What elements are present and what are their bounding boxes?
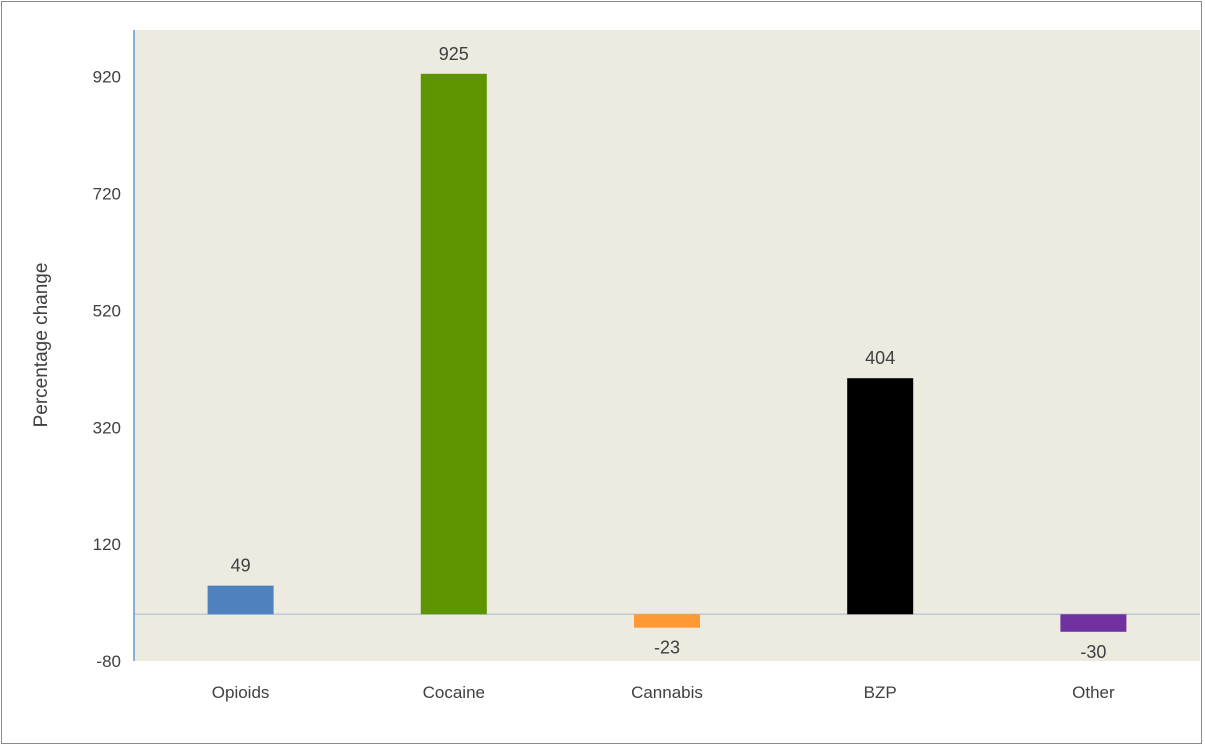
category-label-other: Other [1072, 683, 1115, 702]
y-axis-ticks: -80 120 320 520 720 920 [93, 68, 121, 671]
data-labels: 49 925 -23 404 -30 [231, 44, 1107, 662]
bar-bzp [847, 378, 914, 615]
data-label-cannabis: -23 [654, 638, 680, 658]
bar-cocaine [420, 73, 487, 615]
y-tick-label: 520 [93, 301, 121, 320]
data-label-cocaine: 925 [439, 44, 469, 64]
bar-opioids [207, 585, 274, 615]
category-label-opioids: Opioids [212, 683, 270, 702]
category-label-bzp: BZP [864, 683, 897, 702]
bar-other [1060, 614, 1127, 632]
y-tick-label: 720 [93, 185, 121, 204]
bar-cannabis [634, 614, 700, 628]
category-label-cannabis: Cannabis [631, 683, 703, 702]
y-tick-label: 920 [93, 68, 121, 87]
data-label-other: -30 [1080, 642, 1106, 662]
y-tick-label: 120 [93, 535, 121, 554]
y-axis-title: Percentage change [31, 263, 52, 428]
data-label-opioids: 49 [231, 556, 251, 576]
y-tick-label: 320 [93, 418, 121, 437]
category-labels: Opioids Cocaine Cannabis BZP Other [212, 683, 1115, 702]
data-label-bzp: 404 [865, 348, 895, 368]
y-tick-label: -80 [96, 652, 121, 671]
category-label-cocaine: Cocaine [423, 683, 485, 702]
bars [207, 73, 1127, 632]
plot-area [134, 30, 1200, 661]
